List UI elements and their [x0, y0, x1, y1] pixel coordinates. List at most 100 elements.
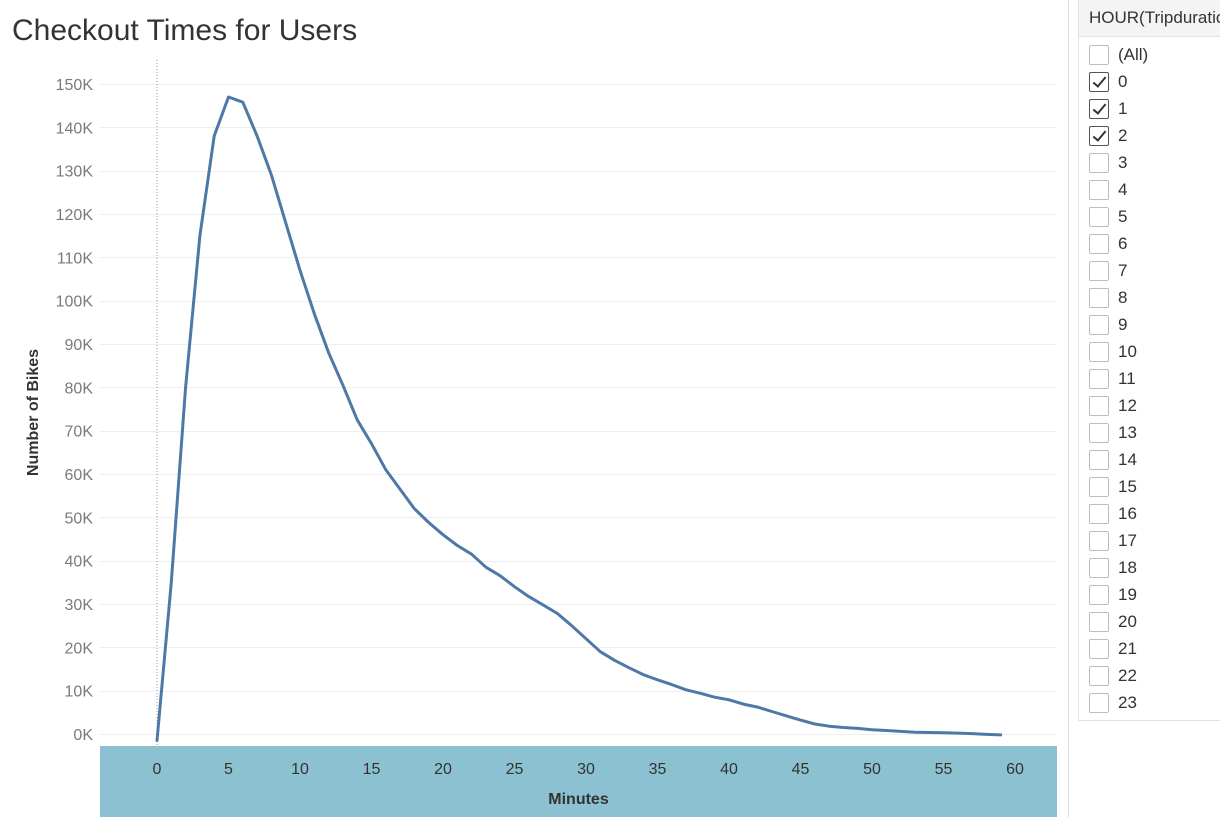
filter-item-6[interactable]: 6	[1079, 230, 1220, 257]
x-tick-label: 10	[291, 761, 309, 778]
filter-item-label: 1	[1118, 98, 1128, 118]
filter-checkbox[interactable]	[1089, 179, 1109, 200]
x-tick-label: 55	[935, 761, 953, 778]
x-tick-label: 5	[224, 761, 233, 778]
filter-item-all[interactable]: (All)	[1079, 41, 1220, 68]
filter-item-15[interactable]: 15	[1079, 473, 1220, 500]
filter-item-13[interactable]: 13	[1079, 419, 1220, 446]
filter-item-19[interactable]: 19	[1079, 581, 1220, 608]
filter-item-18[interactable]: 18	[1079, 554, 1220, 581]
x-tick-label: 0	[153, 761, 162, 778]
filter-item-17[interactable]: 17	[1079, 527, 1220, 554]
y-tick-label: 150K	[56, 77, 94, 94]
filter-checkbox[interactable]	[1089, 98, 1109, 119]
filter-item-label: 21	[1118, 638, 1137, 658]
x-axis-band	[100, 746, 1057, 817]
y-tick-label: 0K	[73, 727, 93, 744]
filter-item-label: 0	[1118, 71, 1128, 91]
filter-item-label: 6	[1118, 233, 1128, 253]
y-axis-label: Number of Bikes	[25, 349, 42, 476]
filter-item-label: 11	[1118, 368, 1136, 388]
filter-checkbox[interactable]	[1089, 449, 1109, 470]
y-tick-label: 140K	[56, 120, 94, 137]
filter-item-label: 14	[1118, 449, 1137, 469]
y-tick-label: 10K	[65, 684, 94, 701]
filter-item-label: 19	[1118, 584, 1137, 604]
x-axis-ticks: 0 5 10 15 20 25 30 35 40 45 50 55 60	[153, 761, 1024, 778]
x-tick-label: 50	[863, 761, 881, 778]
filter-item-5[interactable]: 5	[1079, 203, 1220, 230]
filter-item-label: (All)	[1118, 44, 1149, 64]
filter-item-10[interactable]: 10	[1079, 338, 1220, 365]
x-tick-label: 35	[649, 761, 667, 778]
filter-item-16[interactable]: 16	[1079, 500, 1220, 527]
filter-item-2[interactable]: 2	[1079, 122, 1220, 149]
y-tick-label: 70K	[65, 424, 94, 441]
filter-checkbox[interactable]	[1089, 314, 1109, 335]
filter-checkbox[interactable]	[1089, 260, 1109, 281]
x-tick-label: 25	[506, 761, 524, 778]
y-axis-ticks: 0K 10K 20K 30K 40K 50K 60K 70K 80K 90K 100K 110K 120…	[56, 77, 94, 744]
filter-checkbox[interactable]	[1089, 692, 1109, 713]
x-tick-label: 20	[434, 761, 452, 778]
filter-checkbox[interactable]	[1089, 638, 1109, 659]
filter-item-7[interactable]: 7	[1079, 257, 1220, 284]
y-tick-label: 30K	[65, 597, 94, 614]
filter-checkbox[interactable]	[1089, 152, 1109, 173]
filter-item-4[interactable]: 4	[1079, 176, 1220, 203]
filter-item-label: 5	[1118, 206, 1128, 226]
filter-item-3[interactable]: 3	[1079, 149, 1220, 176]
filter-checkbox[interactable]	[1089, 584, 1109, 605]
filter-item-label: 15	[1118, 476, 1137, 496]
filter-item-label: 2	[1118, 125, 1128, 145]
x-axis-label: Minutes	[548, 791, 609, 808]
filter-checkbox[interactable]	[1089, 287, 1109, 308]
filter-item-0[interactable]: 0	[1079, 68, 1220, 95]
x-tick-label: 15	[363, 761, 381, 778]
filter-checkbox[interactable]	[1089, 233, 1109, 254]
chart-title: Checkout Times for Users	[12, 14, 358, 47]
filter-checkbox[interactable]	[1089, 503, 1109, 524]
hour-filter-panel: HOUR(Tripduration) (All)0123456789101112…	[1078, 0, 1220, 721]
filter-item-22[interactable]: 22	[1079, 662, 1220, 689]
panel-divider	[1068, 0, 1069, 817]
filter-item-label: 12	[1118, 395, 1137, 415]
x-tick-label: 30	[577, 761, 595, 778]
filter-checkbox[interactable]	[1089, 341, 1109, 362]
filter-checkbox[interactable]	[1089, 395, 1109, 416]
y-tick-label: 40K	[65, 554, 94, 571]
filter-item-8[interactable]: 8	[1079, 284, 1220, 311]
line-chart: 0K 10K 20K 30K 40K 50K 60K 70K 80K 90K 100K 110K 120…	[25, 60, 1057, 817]
filter-item-label: 4	[1118, 179, 1128, 199]
y-tick-label: 120K	[56, 207, 94, 224]
filter-item-23[interactable]: 23	[1079, 689, 1220, 716]
x-tick-label: 45	[792, 761, 810, 778]
series-line	[155, 95, 1003, 742]
filter-checkbox[interactable]	[1089, 530, 1109, 551]
filter-item-label: 8	[1118, 287, 1128, 307]
filter-item-label: 13	[1118, 422, 1137, 442]
filter-checkbox[interactable]	[1089, 71, 1109, 92]
filter-item-12[interactable]: 12	[1079, 392, 1220, 419]
filter-item-21[interactable]: 21	[1079, 635, 1220, 662]
filter-item-20[interactable]: 20	[1079, 608, 1220, 635]
filter-checkbox[interactable]	[1089, 422, 1109, 443]
filter-checkbox[interactable]	[1089, 368, 1109, 389]
filter-checkbox[interactable]	[1089, 665, 1109, 686]
y-tick-label: 60K	[65, 467, 94, 484]
filter-checkbox[interactable]	[1089, 611, 1109, 632]
filter-checkbox[interactable]	[1089, 125, 1109, 146]
filter-item-label: 23	[1118, 692, 1137, 712]
filter-list: (All) 0 1 2 3 4 5 6 7 8 9 10 11 12 13 14 15 16 17 18 19 20 21 2…	[1079, 37, 1220, 716]
filter-checkbox[interactable]	[1089, 206, 1109, 227]
filter-item-9[interactable]: 9	[1079, 311, 1220, 338]
filter-item-14[interactable]: 14	[1079, 446, 1220, 473]
y-tick-label: 130K	[56, 164, 94, 181]
filter-checkbox[interactable]	[1089, 44, 1109, 65]
filter-checkbox[interactable]	[1089, 476, 1109, 497]
filter-item-label: 22	[1118, 665, 1137, 685]
filter-checkbox[interactable]	[1089, 557, 1109, 578]
filter-item-1[interactable]: 1	[1079, 95, 1220, 122]
y-tick-label: 20K	[65, 640, 94, 657]
filter-item-11[interactable]: 11	[1079, 365, 1220, 392]
